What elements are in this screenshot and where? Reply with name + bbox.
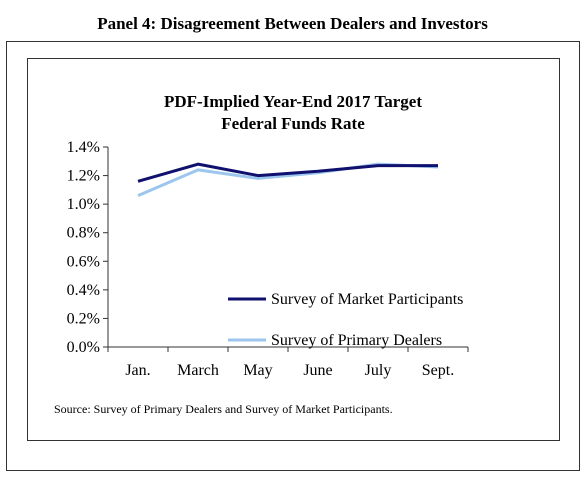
line-chart: PDF-Implied Year-End 2017 Target Federal… (54, 92, 469, 416)
x-tick-label: Sept. (422, 362, 454, 379)
series-line-survey-of-market-participants (137, 162, 438, 183)
panel-title: Panel 4: Disagreement Between Dealers an… (97, 14, 488, 33)
chart-title-line-2: Federal Funds Rate (221, 114, 365, 133)
chart-title-line-1: PDF-Implied Year-End 2017 Target (164, 92, 422, 111)
series-layer (137, 162, 439, 197)
y-tick-label: 1.4% (67, 139, 100, 156)
y-tick-label: 0.2% (67, 310, 100, 327)
outer-frame: PDF-Implied Year-End 2017 Target Federal… (6, 41, 580, 471)
x-tick-label: Jan. (125, 362, 150, 379)
x-tick-label: May (243, 362, 272, 379)
legend: Survey of Market Participants Survey of P… (228, 291, 463, 349)
x-tick-label: July (365, 362, 392, 379)
y-tick-label: 1.0% (67, 196, 100, 213)
x-tick-label: June (303, 362, 332, 379)
chart-frame: PDF-Implied Year-End 2017 Target Federal… (27, 58, 560, 441)
y-tick-label: 0.8% (67, 225, 100, 242)
axes: 0.0% 0.2% 0.4% 0.6% 0.8% 1.0% 1.2% 1.4% Jan. Marc… (67, 139, 469, 379)
x-tick-label: March (177, 362, 219, 379)
y-tick-label: 0.4% (67, 282, 100, 299)
y-tick-label: 0.6% (67, 253, 100, 270)
y-tick-label: 0.0% (67, 339, 100, 356)
y-tick-label: 1.2% (67, 168, 100, 185)
legend-label: Survey of Primary Dealers (271, 332, 442, 349)
legend-label: Survey of Market Participants (271, 291, 463, 308)
source-note: Source: Survey of Primary Dealers and Su… (54, 402, 393, 416)
